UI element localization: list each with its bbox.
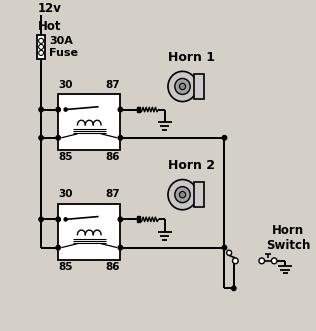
Circle shape [259,258,264,264]
Circle shape [232,286,236,291]
Circle shape [56,217,60,222]
Circle shape [118,217,123,222]
Circle shape [222,245,227,250]
Circle shape [56,107,60,112]
Text: 87: 87 [105,79,120,89]
Circle shape [39,50,44,56]
Bar [137,216,140,222]
Text: 12v: 12v [38,2,62,16]
Circle shape [39,217,43,222]
Circle shape [39,44,44,49]
Circle shape [64,108,67,111]
Bar [194,74,204,99]
Text: 85: 85 [59,262,73,272]
Text: Hot: Hot [38,20,62,33]
Circle shape [118,107,123,112]
Circle shape [222,136,227,140]
Circle shape [39,136,43,140]
Text: 30A
Fuse: 30A Fuse [49,36,78,58]
Circle shape [168,71,197,102]
Circle shape [118,136,123,140]
Circle shape [39,107,43,112]
Text: 30: 30 [59,79,73,89]
Bar [58,204,120,260]
Circle shape [56,245,60,250]
Circle shape [271,258,277,264]
Circle shape [227,250,232,256]
Circle shape [179,83,185,90]
Bar [194,182,204,207]
Text: Horn 2: Horn 2 [168,159,215,172]
Bar [137,107,140,113]
Circle shape [233,258,238,264]
Circle shape [64,218,67,221]
Bar [37,35,46,59]
Bar [58,94,120,150]
Circle shape [39,38,44,43]
Text: 85: 85 [59,152,73,162]
Circle shape [118,245,123,250]
Text: 86: 86 [105,262,120,272]
Text: Horn 1: Horn 1 [168,51,215,64]
Circle shape [168,179,197,210]
Text: Horn
Switch: Horn Switch [266,224,310,252]
Circle shape [56,136,60,140]
Circle shape [179,191,185,198]
Text: 30: 30 [59,189,73,199]
Circle shape [175,78,190,94]
Text: 86: 86 [105,152,120,162]
Circle shape [175,187,190,203]
Text: 87: 87 [105,189,120,199]
